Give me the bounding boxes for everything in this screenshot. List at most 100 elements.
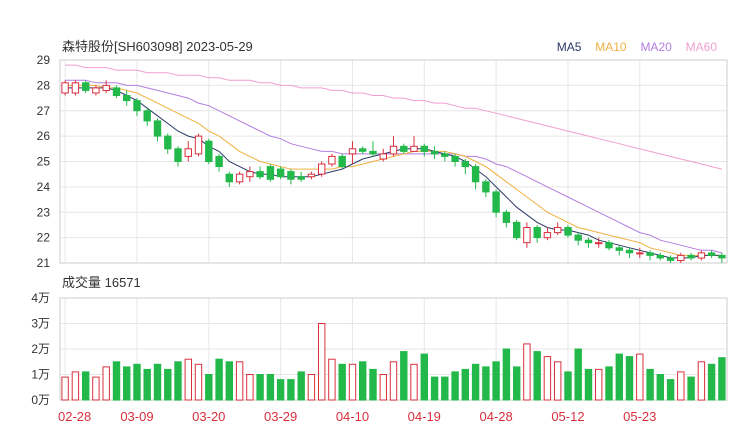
candle-body bbox=[102, 84, 110, 92]
candle-body bbox=[266, 166, 275, 180]
candle bbox=[143, 108, 151, 126]
candle bbox=[256, 166, 264, 180]
volume-bar bbox=[615, 353, 623, 401]
volume-bar bbox=[451, 371, 459, 401]
date-label: 05-23 bbox=[623, 409, 656, 424]
price-tick-label: 29 bbox=[37, 53, 51, 67]
candle-body bbox=[574, 234, 582, 241]
volume-bar bbox=[400, 351, 408, 401]
volume-bar bbox=[297, 371, 305, 401]
candle bbox=[636, 247, 644, 258]
date-label: 04-28 bbox=[479, 409, 512, 424]
volume-bar bbox=[410, 363, 418, 401]
candle bbox=[646, 250, 654, 261]
volume-bar bbox=[133, 363, 141, 401]
candle bbox=[205, 138, 213, 165]
candle-body bbox=[287, 171, 295, 180]
volume-bar bbox=[441, 376, 449, 401]
candle-body bbox=[513, 221, 521, 239]
candle bbox=[400, 143, 408, 154]
candle bbox=[318, 161, 326, 177]
candle-body bbox=[389, 145, 398, 155]
candle bbox=[164, 133, 172, 154]
ma5-line bbox=[65, 87, 722, 259]
candle bbox=[666, 255, 675, 263]
candle bbox=[513, 219, 521, 241]
volume-bar bbox=[379, 374, 388, 401]
candle-body bbox=[194, 135, 203, 155]
candle-body bbox=[256, 171, 264, 178]
volume-bar bbox=[574, 348, 582, 401]
candle bbox=[523, 222, 531, 248]
volume-bar bbox=[102, 366, 110, 401]
chart-title: 森特股份[SH603098] 2023-05-29 bbox=[62, 39, 253, 54]
price-grid bbox=[59, 59, 728, 264]
volume-bar bbox=[287, 379, 295, 401]
candle-body bbox=[502, 211, 511, 223]
candle bbox=[184, 141, 193, 162]
candle-body bbox=[276, 168, 285, 178]
volume-bar bbox=[697, 361, 706, 401]
volume-title: 成交量 16571 bbox=[62, 275, 141, 290]
candle bbox=[123, 90, 131, 106]
candle bbox=[615, 245, 623, 256]
candle bbox=[584, 237, 593, 248]
volume-bar bbox=[502, 348, 511, 401]
volume-bar bbox=[482, 366, 490, 401]
candle bbox=[533, 224, 541, 243]
candle bbox=[707, 250, 716, 258]
candle bbox=[246, 166, 254, 182]
volume-bar bbox=[307, 374, 316, 401]
volume-bar bbox=[492, 361, 500, 401]
candle bbox=[502, 209, 511, 228]
candle-body bbox=[656, 254, 664, 259]
candle-body bbox=[584, 239, 593, 244]
candle bbox=[471, 164, 480, 190]
candle bbox=[461, 158, 470, 175]
candle-body bbox=[143, 110, 151, 122]
candle-body bbox=[646, 252, 654, 256]
candle-body bbox=[318, 163, 326, 175]
candle-body bbox=[205, 140, 213, 162]
candle-body bbox=[123, 95, 131, 102]
candle-body bbox=[605, 242, 613, 249]
candle bbox=[102, 80, 110, 93]
volume-bar bbox=[605, 366, 613, 401]
candle-body bbox=[307, 173, 316, 178]
candle bbox=[389, 136, 398, 157]
candle bbox=[276, 166, 285, 180]
candle-body bbox=[595, 242, 603, 245]
candle-body bbox=[164, 135, 172, 150]
ma10-legend: MA10 bbox=[595, 40, 627, 54]
price-tick-label: 27 bbox=[37, 104, 51, 118]
volume-bar bbox=[389, 361, 398, 401]
price-tick-label: 21 bbox=[37, 256, 51, 270]
volume-bar bbox=[256, 374, 264, 401]
volume-bar bbox=[543, 356, 552, 401]
volume-bar bbox=[646, 368, 654, 401]
candle-body bbox=[554, 227, 562, 234]
candle-body bbox=[338, 155, 346, 167]
volume-bar bbox=[348, 363, 357, 401]
candle-body bbox=[71, 82, 80, 94]
candle bbox=[225, 171, 234, 187]
volume-bar bbox=[595, 368, 603, 401]
price-tick-label: 23 bbox=[37, 205, 51, 219]
candle-body bbox=[61, 82, 69, 94]
candle bbox=[595, 237, 603, 248]
candle-body bbox=[687, 254, 695, 259]
volume-bar bbox=[513, 366, 521, 401]
volume-bars bbox=[61, 323, 726, 401]
candle-body bbox=[400, 145, 408, 152]
volume-bar bbox=[687, 376, 695, 401]
price-frame bbox=[59, 59, 728, 264]
candle bbox=[379, 148, 388, 162]
candle bbox=[482, 179, 490, 198]
ma20-legend: MA20 bbox=[640, 40, 672, 54]
candle-body bbox=[420, 145, 429, 152]
ma60-legend: MA60 bbox=[686, 40, 718, 54]
candle-body bbox=[133, 100, 141, 112]
candle bbox=[307, 171, 316, 180]
candle bbox=[153, 118, 162, 142]
